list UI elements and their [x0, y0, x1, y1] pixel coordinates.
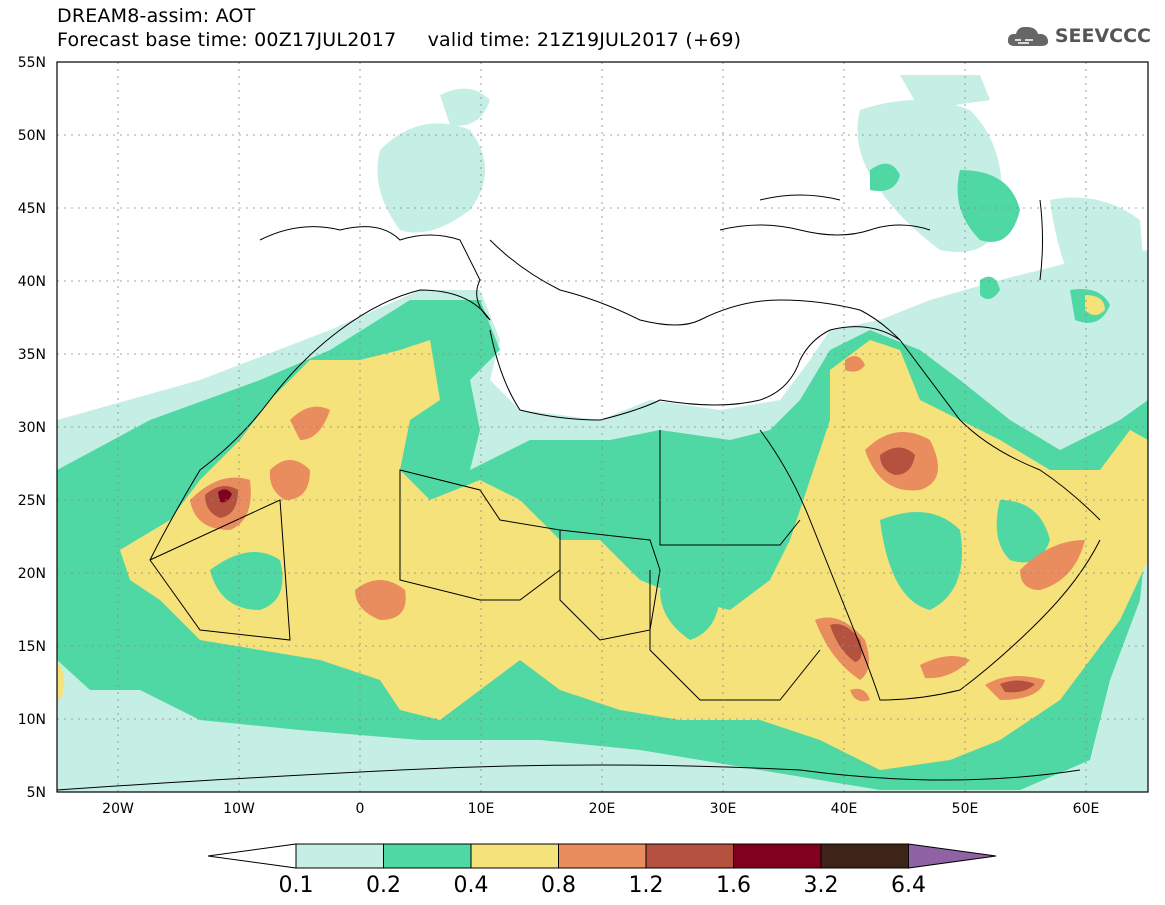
colorbar: 0.1 0.2 0.4 0.8 1.2 1.6 3.2 6.4 — [207, 843, 997, 898]
colorbar-swatch — [383, 843, 472, 869]
colorbar-label: 0.8 — [541, 873, 576, 898]
colorbar-label: 0.2 — [366, 873, 401, 898]
colorbar-swatch — [558, 843, 647, 869]
lon-tick: 50E — [952, 801, 979, 817]
graticule — [57, 62, 1148, 792]
colorbar-label: 3.2 — [804, 873, 839, 898]
lat-ticks: 55N 50N 45N 40N 35N 30N 25N 20N 15N 10N … — [18, 55, 46, 801]
aot-field — [57, 62, 1148, 792]
colorbar-label: 1.6 — [716, 873, 751, 898]
colorbar-swatch — [820, 843, 909, 869]
coastlines — [57, 194, 1101, 791]
lon-ticks: 20W 10W 0 10E 20E 30E 40E 50E 60E — [102, 801, 1099, 817]
map-frame — [56, 61, 1149, 793]
lon-tick: 10E — [468, 801, 495, 817]
lat-tick: 40N — [18, 274, 46, 290]
lon-tick: 10W — [223, 801, 255, 817]
aot-level-1.6 — [218, 489, 232, 503]
colorbar-swatch — [645, 843, 734, 869]
brand-name: SEEVCCC — [1054, 25, 1151, 47]
colorbar-label: 6.4 — [891, 873, 926, 898]
base-time: Forecast base time: 00Z17JUL2017 — [57, 29, 397, 51]
lon-tick: 0 — [356, 801, 365, 817]
lon-tick: 30E — [710, 801, 737, 817]
colorbar-label: 0.1 — [279, 873, 314, 898]
colorbar-high-arrow — [908, 843, 997, 869]
lat-tick: 55N — [18, 55, 46, 71]
lon-tick: 20E — [589, 801, 616, 817]
lat-tick: 35N — [18, 347, 46, 363]
cloud-icon — [1007, 26, 1048, 46]
lon-tick: 60E — [1073, 801, 1100, 817]
lon-tick: 40E — [831, 801, 858, 817]
colorbar-swatch — [295, 843, 384, 869]
lat-tick: 30N — [18, 420, 46, 436]
lon-tick: 20W — [102, 801, 134, 817]
lat-tick: 15N — [18, 639, 46, 655]
colorbar-swatch — [470, 843, 559, 869]
colorbar-label: 1.2 — [629, 873, 664, 898]
colorbar-label: 0.4 — [454, 873, 489, 898]
colorbar-swatch — [733, 843, 822, 869]
title: DREAM8-assim: AOT — [57, 5, 256, 27]
valid-time: valid time: 21Z19JUL2017 (+69) — [427, 29, 742, 51]
lat-tick: 5N — [27, 785, 46, 801]
lat-tick: 10N — [18, 712, 46, 728]
brand-logo: SEEVCCC — [1005, 22, 1151, 50]
lat-tick: 20N — [18, 566, 46, 582]
colorbar-low-arrow — [207, 843, 297, 869]
chart-header: DREAM8-assim: AOT Forecast base time: 00… — [57, 4, 741, 52]
lat-tick: 50N — [18, 128, 46, 144]
lat-tick: 25N — [18, 493, 46, 509]
lat-tick: 45N — [18, 201, 46, 217]
